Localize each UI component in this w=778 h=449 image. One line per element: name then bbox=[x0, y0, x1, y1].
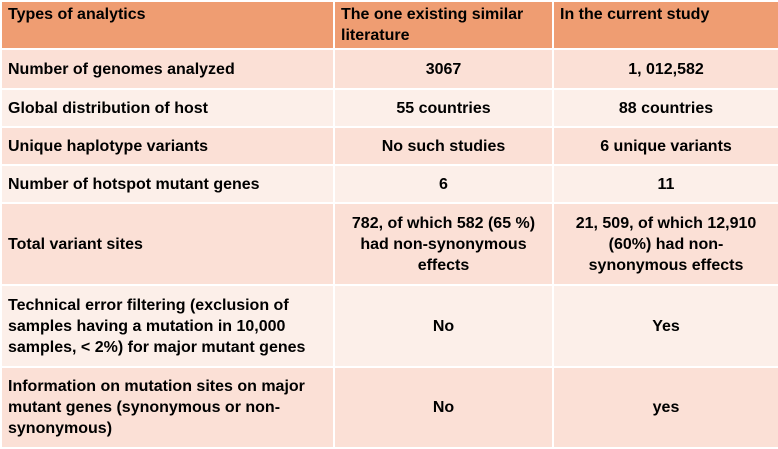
existing-literature-cell: 55 countries bbox=[333, 88, 554, 128]
existing-literature-cell: 782, of which 582 (65 %) had non-synonym… bbox=[333, 202, 554, 286]
existing-literature-cell: No bbox=[333, 284, 554, 368]
current-study-cell: Yes bbox=[552, 284, 778, 368]
header-current-study: In the current study bbox=[552, 0, 778, 50]
header-row: Types of analytics The one existing simi… bbox=[0, 0, 778, 50]
existing-literature-cell: No such studies bbox=[333, 126, 554, 166]
table-row: Total variant sites 782, of which 582 (6… bbox=[0, 202, 778, 286]
row-label: Information on mutation sites on major m… bbox=[0, 366, 335, 449]
current-study-cell: 1, 012,582 bbox=[552, 48, 778, 90]
table-row: Number of genomes analyzed 3067 1, 012,5… bbox=[0, 48, 778, 90]
current-study-cell: yes bbox=[552, 366, 778, 449]
existing-literature-cell: 3067 bbox=[333, 48, 554, 90]
row-label: Number of genomes analyzed bbox=[0, 48, 335, 90]
current-study-cell: 88 countries bbox=[552, 88, 778, 128]
current-study-cell: 21, 509, of which 12,910 (60%) had non-s… bbox=[552, 202, 778, 286]
row-label: Total variant sites bbox=[0, 202, 335, 286]
header-types-of-analytics: Types of analytics bbox=[0, 0, 335, 50]
row-label: Technical error filtering (exclusion of … bbox=[0, 284, 335, 368]
row-label: Global distribution of host bbox=[0, 88, 335, 128]
table-row: Global distribution of host 55 countries… bbox=[0, 88, 778, 128]
existing-literature-cell: No bbox=[333, 366, 554, 449]
table-row: Number of hotspot mutant genes 6 11 bbox=[0, 164, 778, 204]
table-row: Unique haplotype variants No such studie… bbox=[0, 126, 778, 166]
existing-literature-cell: 6 bbox=[333, 164, 554, 204]
current-study-cell: 6 unique variants bbox=[552, 126, 778, 166]
row-label: Unique haplotype variants bbox=[0, 126, 335, 166]
header-existing-literature: The one existing similar literature bbox=[333, 0, 554, 50]
table-row: Information on mutation sites on major m… bbox=[0, 366, 778, 449]
current-study-cell: 11 bbox=[552, 164, 778, 204]
table-row: Technical error filtering (exclusion of … bbox=[0, 284, 778, 368]
row-label: Number of hotspot mutant genes bbox=[0, 164, 335, 204]
